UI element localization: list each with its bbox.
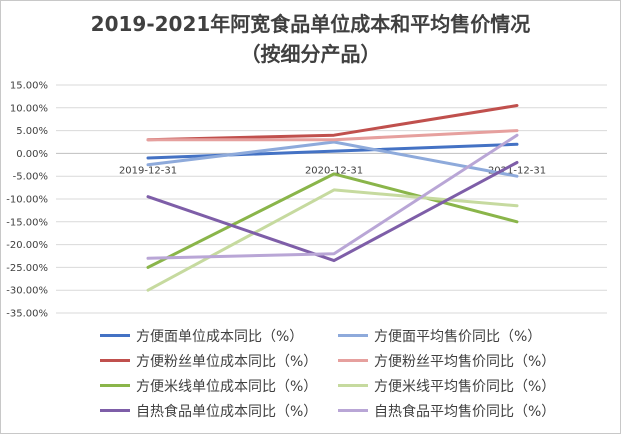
- series-line-4: [146, 129, 519, 142]
- y-tick-label: -35.00%: [6, 309, 48, 320]
- legend: 方便面单位成本同比（%） 方便面平均售价同比（%） 方便粉丝单位成本同比（%） 方便粉…: [100, 326, 600, 420]
- series-line-1: [146, 142, 519, 160]
- y-tick-label: -5.00%: [13, 172, 48, 183]
- x-tick-label: 2021-12-31: [488, 165, 546, 176]
- legend-item: 方便米线平均售价同比（%）: [338, 376, 576, 395]
- legend-item: 自热食品平均售价同比（%）: [338, 401, 576, 420]
- legend-label: 方便粉丝平均售价同比（%）: [374, 353, 556, 370]
- legend-swatch: [100, 409, 130, 412]
- legend-item: 方便米线单位成本同比（%）: [100, 376, 338, 395]
- legend-item: 方便面平均售价同比（%）: [338, 326, 576, 345]
- chart-subtitle: （按细分产品）: [240, 42, 381, 66]
- legend-label: 方便米线平均售价同比（%）: [374, 378, 556, 395]
- y-tick-label: 0.00%: [16, 149, 48, 160]
- legend-item: 方便粉丝平均售价同比（%）: [338, 351, 576, 370]
- legend-label: 方便米线单位成本同比（%）: [136, 378, 318, 395]
- legend-label: 自热食品单位成本同比（%）: [136, 403, 318, 420]
- legend-label: 自热食品平均售价同比（%）: [374, 403, 556, 420]
- y-tick-label: 5.00%: [16, 126, 48, 137]
- legend-swatch: [338, 359, 368, 362]
- y-tick-label: -10.00%: [6, 195, 48, 206]
- x-tick-label: 2020-12-31: [305, 165, 363, 176]
- series-line-7: [146, 161, 519, 263]
- legend-item: 方便面单位成本同比（%）: [100, 326, 338, 345]
- legend-label: 方便面单位成本同比（%）: [136, 328, 304, 345]
- legend-label: 方便粉丝单位成本同比（%）: [136, 353, 318, 370]
- legend-item: 方便粉丝单位成本同比（%）: [100, 351, 338, 370]
- legend-swatch: [338, 334, 368, 337]
- y-tick-label: 15.00%: [10, 81, 48, 92]
- legend-swatch: [338, 384, 368, 387]
- y-tick-label: -25.00%: [6, 263, 48, 274]
- y-tick-label: -30.00%: [6, 286, 48, 297]
- series-line-2: [146, 140, 519, 178]
- y-tick-label: 10.00%: [10, 103, 48, 114]
- legend-swatch: [100, 334, 130, 337]
- series-line-8: [146, 133, 519, 260]
- y-tick-label: -15.00%: [6, 217, 48, 228]
- legend-swatch: [100, 359, 130, 362]
- chart-title: 2019-2021年阿宽食品单位成本和平均售价情况: [90, 12, 531, 36]
- legend-swatch: [100, 384, 130, 387]
- legend-swatch: [338, 409, 368, 412]
- x-tick-label: 2019-12-31: [119, 165, 177, 176]
- legend-item: 自热食品单位成本同比（%）: [100, 401, 338, 420]
- legend-label: 方便面平均售价同比（%）: [374, 328, 542, 345]
- y-tick-label: -20.00%: [6, 240, 48, 251]
- series-line-5: [146, 172, 519, 269]
